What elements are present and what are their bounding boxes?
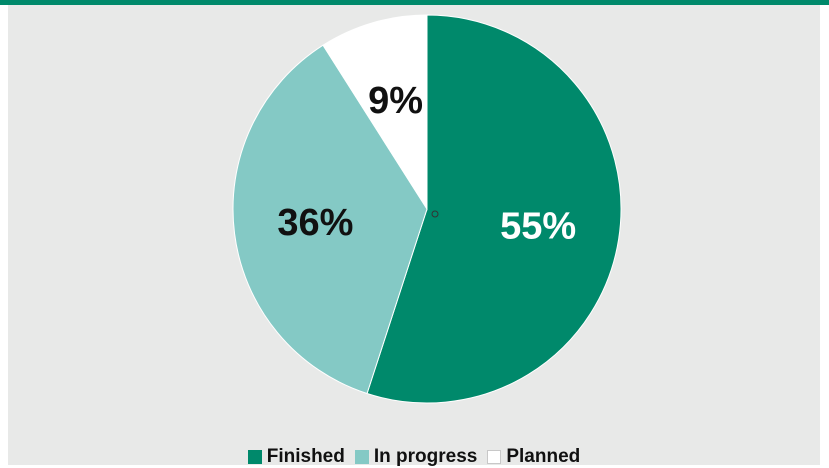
legend-swatch-planned bbox=[487, 450, 502, 464]
legend-item-finished: Finished bbox=[247, 446, 345, 468]
legend: Finished In progress Planned bbox=[8, 446, 820, 468]
center-marker bbox=[431, 210, 439, 218]
top-accent-bar bbox=[0, 0, 829, 5]
legend-item-in-progress: In progress bbox=[354, 446, 478, 468]
pie-slice-in-progress bbox=[232, 44, 428, 395]
data-label-in-progress: 36% bbox=[277, 202, 353, 244]
pie-chart: 55% 36% 9% bbox=[232, 14, 622, 404]
legend-swatch-in-progress bbox=[354, 450, 369, 464]
chart-area: 55% 36% 9% Finished In progress Planned bbox=[8, 5, 820, 468]
legend-label-finished: Finished bbox=[266, 446, 345, 467]
legend-swatch-finished bbox=[247, 450, 262, 464]
data-label-finished: 55% bbox=[500, 206, 576, 248]
data-label-planned: 9% bbox=[368, 80, 423, 122]
pie-slice-finished bbox=[366, 14, 622, 404]
legend-label-in-progress: In progress bbox=[373, 446, 478, 467]
legend-item-planned: Planned bbox=[487, 446, 580, 468]
legend-label-planned: Planned bbox=[506, 446, 581, 467]
pie-slice-planned bbox=[322, 14, 428, 211]
